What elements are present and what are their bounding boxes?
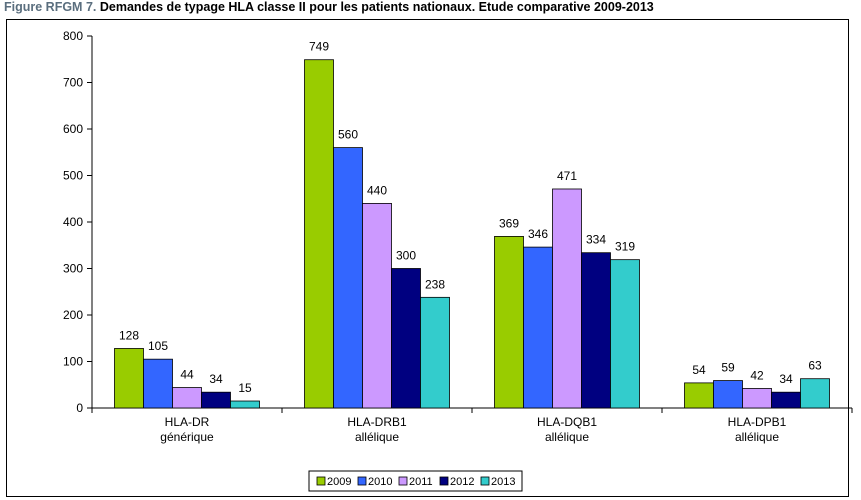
legend-label: 2010 bbox=[368, 476, 392, 488]
bar bbox=[230, 400, 260, 409]
legend-swatch bbox=[480, 476, 490, 486]
bar bbox=[391, 268, 421, 409]
bar bbox=[143, 358, 173, 409]
bar bbox=[333, 147, 363, 409]
y-tick-label: 400 bbox=[63, 215, 83, 229]
bar bbox=[420, 296, 450, 409]
chart-title: Figure RFGM 7. Demandes de typage HLA cl… bbox=[4, 0, 654, 14]
y-tick-label: 700 bbox=[63, 76, 83, 90]
bar bbox=[684, 382, 714, 409]
data-label: 34 bbox=[209, 372, 223, 386]
category-label: allélique bbox=[355, 430, 399, 444]
bar bbox=[800, 378, 830, 409]
data-label: 34 bbox=[779, 372, 793, 386]
category-label: allélique bbox=[545, 430, 589, 444]
bar bbox=[523, 246, 553, 409]
bar bbox=[771, 391, 801, 409]
category-label: HLA-DRB1 bbox=[347, 415, 407, 429]
y-tick-label: 0 bbox=[76, 401, 83, 415]
bar bbox=[304, 59, 334, 409]
bar bbox=[610, 259, 640, 409]
data-label: 15 bbox=[238, 381, 252, 395]
data-label: 59 bbox=[721, 361, 735, 375]
category-label: HLA-DR bbox=[165, 415, 210, 429]
y-tick-label: 300 bbox=[63, 262, 83, 276]
data-label: 471 bbox=[557, 169, 577, 183]
data-label: 42 bbox=[750, 368, 764, 382]
data-label: 334 bbox=[586, 233, 606, 247]
category-label: HLA-DPB1 bbox=[728, 415, 787, 429]
figure-label: Figure RFGM 7. bbox=[4, 0, 97, 14]
legend-label: 2013 bbox=[491, 476, 515, 488]
y-tick-label: 500 bbox=[63, 169, 83, 183]
bar bbox=[581, 252, 611, 409]
bar bbox=[742, 388, 772, 409]
bar bbox=[552, 188, 582, 409]
legend-label: 2009 bbox=[327, 476, 351, 488]
bar bbox=[114, 348, 144, 409]
data-label: 319 bbox=[615, 240, 635, 254]
data-label: 440 bbox=[367, 183, 387, 197]
data-label: 44 bbox=[180, 368, 194, 382]
legend-label: 2011 bbox=[409, 476, 433, 488]
category-label: allélique bbox=[735, 430, 779, 444]
category-label: HLA-DQB1 bbox=[537, 415, 597, 429]
bar bbox=[362, 202, 392, 409]
chart-frame bbox=[6, 19, 849, 497]
legend bbox=[308, 470, 523, 492]
data-label: 54 bbox=[692, 363, 706, 377]
data-label: 238 bbox=[425, 277, 445, 291]
data-label: 560 bbox=[338, 128, 358, 142]
legend-swatch bbox=[357, 476, 367, 486]
data-label: 300 bbox=[396, 249, 416, 263]
bar bbox=[201, 391, 231, 409]
data-label: 105 bbox=[148, 339, 168, 353]
bar bbox=[172, 387, 202, 409]
bar bbox=[494, 236, 524, 409]
y-tick-label: 600 bbox=[63, 122, 83, 136]
data-label: 369 bbox=[499, 216, 519, 230]
legend-label: 2012 bbox=[450, 476, 474, 488]
legend-swatch bbox=[316, 476, 326, 486]
data-label: 749 bbox=[309, 40, 329, 54]
data-label: 128 bbox=[119, 328, 139, 342]
bar bbox=[713, 380, 743, 409]
data-label: 63 bbox=[808, 359, 822, 373]
y-tick-label: 200 bbox=[63, 308, 83, 322]
figure-caption: Demandes de typage HLA classe II pour le… bbox=[99, 0, 654, 14]
y-tick-label: 100 bbox=[63, 355, 83, 369]
category-label: générique bbox=[160, 430, 214, 444]
legend-swatch bbox=[398, 476, 408, 486]
data-label: 346 bbox=[528, 227, 548, 241]
y-tick-label: 800 bbox=[63, 29, 83, 43]
legend-swatch bbox=[439, 476, 449, 486]
